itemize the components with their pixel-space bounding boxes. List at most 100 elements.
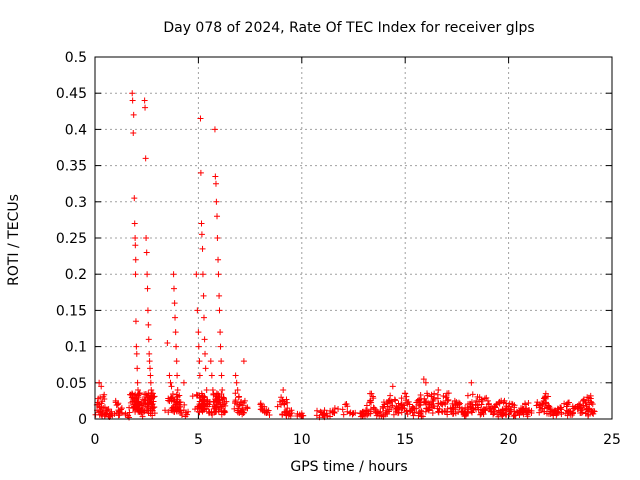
data-point [209, 387, 216, 394]
data-point [142, 155, 149, 162]
data-point [144, 285, 151, 292]
data-point [417, 391, 424, 398]
data-point [510, 413, 517, 420]
data-point [166, 398, 173, 405]
data-point [481, 395, 488, 402]
data-point [170, 408, 177, 415]
data-point [428, 401, 435, 408]
data-point [477, 411, 484, 418]
data-point [386, 399, 393, 406]
data-point [105, 406, 112, 413]
data-point [236, 393, 243, 400]
data-point [232, 400, 239, 407]
data-point [129, 90, 136, 97]
data-point [232, 397, 239, 404]
data-point [174, 387, 181, 394]
data-point [339, 406, 346, 413]
data-point [403, 408, 410, 415]
data-point [231, 405, 238, 412]
data-point [134, 365, 141, 372]
data-point [208, 372, 215, 379]
data-point [115, 408, 122, 415]
data-point [404, 411, 411, 418]
data-point [219, 387, 226, 394]
data-point [395, 400, 402, 407]
data-point [200, 314, 207, 321]
data-point [470, 405, 477, 412]
data-point [343, 401, 350, 408]
data-point [474, 404, 481, 411]
data-point [298, 413, 305, 420]
data-point [204, 403, 211, 410]
data-point [569, 410, 576, 417]
data-point [281, 400, 288, 407]
data-point [349, 411, 356, 418]
data-point [98, 383, 105, 390]
data-point [143, 249, 150, 256]
data-point [425, 406, 432, 413]
data-point [99, 409, 106, 416]
data-point [133, 350, 140, 357]
data-point [368, 399, 375, 406]
data-point [566, 399, 573, 406]
data-point [181, 401, 188, 408]
data-point [145, 336, 152, 343]
data-point [422, 379, 429, 386]
data-point [545, 393, 552, 400]
data-point [147, 399, 154, 406]
data-point [409, 405, 416, 412]
data-point [403, 393, 410, 400]
data-point [582, 400, 589, 407]
data-point [223, 398, 230, 405]
data-point [171, 300, 178, 307]
data-point [170, 285, 177, 292]
data-point [287, 413, 294, 420]
data-point [461, 409, 468, 416]
data-point [200, 292, 207, 299]
data-point [477, 406, 484, 413]
data-point [555, 406, 562, 413]
data-point [132, 401, 139, 408]
data-point [314, 407, 321, 414]
data-point [244, 404, 251, 411]
data-point [135, 387, 142, 394]
data-point [523, 408, 530, 415]
data-point [480, 411, 487, 418]
data-point [439, 408, 446, 415]
data-point [232, 372, 239, 379]
data-point [140, 409, 147, 416]
data-point [150, 398, 157, 405]
y-tick-label: 0.5 [65, 50, 87, 66]
data-point [146, 350, 153, 357]
data-point [220, 395, 227, 402]
data-point [165, 397, 172, 404]
data-point [283, 411, 290, 418]
data-point [195, 343, 202, 350]
data-point [237, 399, 244, 406]
data-point [212, 173, 219, 180]
data-point [392, 397, 399, 404]
grid-lines [95, 57, 612, 419]
data-point [569, 411, 576, 418]
data-point [462, 404, 469, 411]
x-tick-label: 0 [91, 432, 100, 448]
data-point [206, 399, 213, 406]
data-point [563, 403, 570, 410]
data-point [216, 292, 223, 299]
data-point [558, 411, 565, 418]
data-point [112, 399, 119, 406]
data-point [215, 256, 222, 263]
data-point [113, 402, 120, 409]
data-point [134, 392, 141, 399]
x-tick-label: 25 [603, 432, 621, 448]
data-point [416, 409, 423, 416]
data-point [197, 115, 204, 122]
data-point [265, 407, 272, 414]
data-point [444, 405, 451, 412]
data-point [589, 408, 596, 415]
data-point [222, 409, 229, 416]
data-point [218, 372, 225, 379]
data-point [545, 404, 552, 411]
y-tick-label: 0.4 [65, 122, 87, 138]
